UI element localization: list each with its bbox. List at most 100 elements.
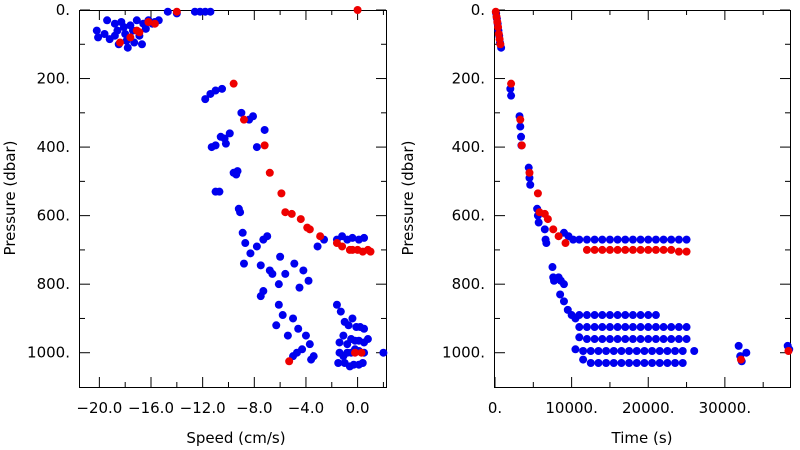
right-x-axis-title: Time (s) (611, 429, 673, 447)
left-red-point (265, 168, 274, 177)
right-blue-point (674, 323, 683, 332)
left-blue-point (309, 352, 318, 361)
right-blue-point (598, 311, 607, 320)
left-blue-point (339, 331, 348, 340)
left-red-point (150, 19, 159, 28)
left-red-point (338, 242, 347, 251)
left-blue-point (218, 84, 227, 93)
left-blue-point (278, 311, 287, 320)
right-blue-point (582, 335, 591, 344)
right-blue-point (609, 359, 618, 368)
left-blue-point (360, 233, 369, 242)
right-blue-point (621, 311, 630, 320)
right-red-point (582, 245, 591, 254)
right-red-point (628, 245, 637, 254)
right-red-point (496, 40, 505, 49)
left-blue-point (123, 43, 132, 52)
left-blue-point (206, 7, 215, 16)
left-red-point (116, 38, 125, 47)
left-blue-point (290, 259, 299, 268)
right-blue-point (605, 323, 614, 332)
right-blue-point (628, 335, 637, 344)
right-blue-point (632, 347, 641, 356)
right-blue-point (586, 359, 595, 368)
left-blue-point (163, 7, 172, 16)
right-blue-point (516, 122, 525, 131)
left-blue-point (237, 108, 246, 117)
left-red-point (357, 348, 366, 357)
left-blue-point (274, 280, 283, 289)
right-blue-point (651, 323, 660, 332)
right-blue-point (540, 225, 549, 234)
right-red-point (590, 245, 599, 254)
right-blue-point (640, 359, 649, 368)
left-blue-point (292, 348, 301, 357)
left-x-tick-label: −4.0 (288, 399, 324, 417)
left-blue-point (276, 252, 285, 261)
left-blue-point (238, 228, 247, 237)
right-y-tick-label: 1000. (442, 344, 485, 362)
left-blue-point (233, 167, 242, 176)
right-red-point (659, 245, 668, 254)
left-red-point (285, 357, 294, 366)
right-blue-point (625, 359, 634, 368)
right-red-point (621, 245, 630, 254)
right-x-tick-label: 10000. (545, 399, 598, 417)
right-blue-point (575, 333, 584, 342)
right-blue-point (613, 335, 622, 344)
left-red-point (239, 115, 248, 124)
left-blue-point (299, 266, 308, 275)
left-plot-frame (79, 10, 387, 388)
right-blue-point (594, 347, 603, 356)
left-red-point (287, 209, 296, 218)
right-ticks: 0. 200. 400. 600. 800. 1000. 0. 10000. 20000. 300… (442, 1, 790, 417)
right-blue-point (655, 347, 664, 356)
right-blue-point (682, 335, 691, 344)
left-red-point (366, 247, 375, 256)
right-blue-point (621, 323, 630, 332)
right-blue-point (663, 359, 672, 368)
right-blue-point (534, 218, 543, 227)
right-blue-point (644, 235, 653, 244)
right-blue-point (659, 335, 668, 344)
left-blue-point (283, 331, 292, 340)
right-blue-point (526, 180, 535, 189)
right-blue-point (602, 359, 611, 368)
right-blue-point (590, 335, 599, 344)
left-blue-point (92, 26, 101, 35)
left-blue-point (344, 321, 353, 330)
left-blue-point (358, 359, 367, 368)
right-x-tick-label: 0. (488, 399, 502, 417)
right-blue-point (734, 341, 743, 350)
right-blue-point (682, 235, 691, 244)
left-blue-point (110, 19, 119, 28)
right-blue-point (644, 323, 653, 332)
left-blue-point (94, 33, 103, 42)
left-blue-point (334, 359, 343, 368)
left-blue-point (272, 321, 281, 330)
left-blue-point (289, 314, 298, 323)
left-x-axis-title: Speed (cm/s) (186, 429, 285, 447)
right-blue-point (586, 347, 595, 356)
right-blue-point (651, 235, 660, 244)
right-blue-point (655, 359, 664, 368)
right-blue-point (682, 323, 691, 332)
right-blue-point (598, 335, 607, 344)
left-x-tick-label: −12.0 (180, 399, 226, 417)
left-blue-point (335, 338, 344, 347)
left-blue-point (360, 324, 369, 333)
right-red-point (667, 245, 676, 254)
left-blue-point (252, 242, 261, 251)
left-x-tick-label: −16.0 (128, 399, 174, 417)
right-red-point (682, 247, 691, 256)
left-blue-point (215, 187, 224, 196)
right-blue-point (594, 359, 603, 368)
right-blue-point (659, 235, 668, 244)
right-red-point (543, 215, 552, 224)
left-red-point (172, 7, 181, 16)
left-red-point (316, 232, 325, 241)
left-blue-point (313, 242, 322, 251)
right-blue-point (613, 235, 622, 244)
left-blue-point (100, 29, 109, 38)
